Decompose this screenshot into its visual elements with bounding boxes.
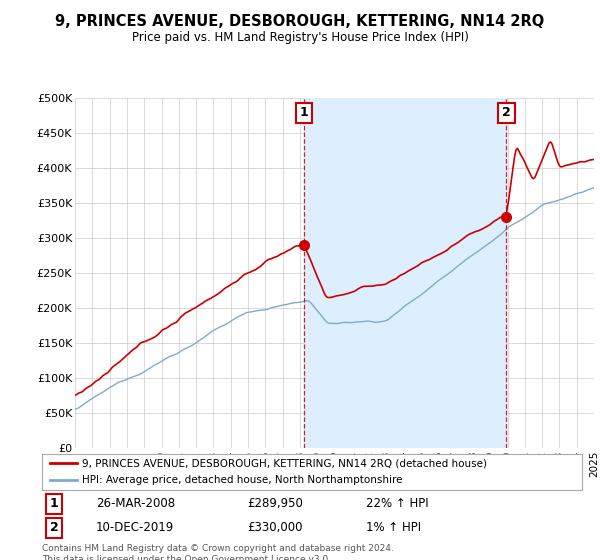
Text: 9, PRINCES AVENUE, DESBOROUGH, KETTERING, NN14 2RQ (detached house): 9, PRINCES AVENUE, DESBOROUGH, KETTERING… [83, 459, 487, 468]
Text: £330,000: £330,000 [247, 521, 303, 534]
Text: 1% ↑ HPI: 1% ↑ HPI [366, 521, 421, 534]
Text: Contains HM Land Registry data © Crown copyright and database right 2024.
This d: Contains HM Land Registry data © Crown c… [42, 544, 394, 560]
Text: 10-DEC-2019: 10-DEC-2019 [96, 521, 174, 534]
Text: HPI: Average price, detached house, North Northamptonshire: HPI: Average price, detached house, Nort… [83, 475, 403, 485]
Bar [304, 98, 506, 448]
Text: Price paid vs. HM Land Registry's House Price Index (HPI): Price paid vs. HM Land Registry's House … [131, 31, 469, 44]
Text: 22% ↑ HPI: 22% ↑ HPI [366, 497, 428, 510]
Text: 2: 2 [502, 106, 511, 119]
Text: 26-MAR-2008: 26-MAR-2008 [96, 497, 175, 510]
Text: 1: 1 [50, 497, 58, 510]
Text: 9, PRINCES AVENUE, DESBOROUGH, KETTERING, NN14 2RQ: 9, PRINCES AVENUE, DESBOROUGH, KETTERING… [55, 14, 545, 29]
Text: 1: 1 [299, 106, 308, 119]
Text: £289,950: £289,950 [247, 497, 303, 510]
Text: 2: 2 [50, 521, 58, 534]
